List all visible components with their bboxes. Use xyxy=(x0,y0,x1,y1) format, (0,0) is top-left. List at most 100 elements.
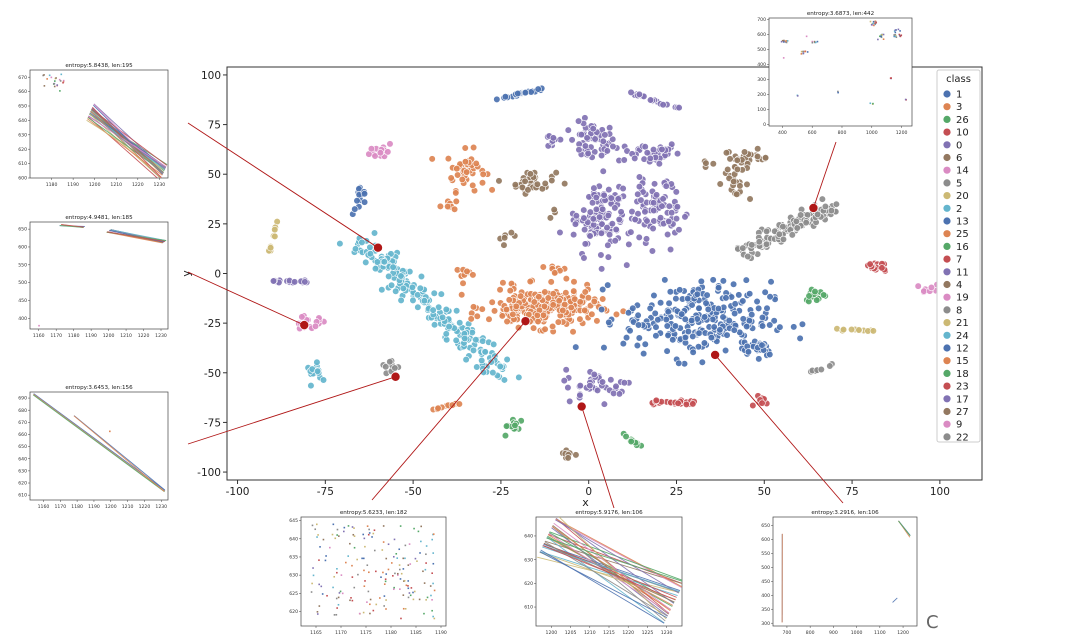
scatter-point xyxy=(758,313,767,322)
scatter-point xyxy=(580,254,588,262)
inset-y-tick-label: 500 xyxy=(757,47,766,53)
inset-trajectory-line xyxy=(892,597,898,603)
inset-point xyxy=(408,592,411,594)
scatter-point xyxy=(409,296,417,305)
scatter-point xyxy=(681,333,690,342)
scatter-point xyxy=(541,325,549,333)
scatter-point xyxy=(710,323,718,331)
scatter-point xyxy=(435,303,443,311)
scatter-point xyxy=(575,146,583,154)
scatter-point xyxy=(766,293,774,301)
scatter-point xyxy=(658,202,666,210)
inset-point xyxy=(349,542,351,545)
scatter-point xyxy=(761,154,770,162)
inset-y-tick-label: 400 xyxy=(18,316,27,322)
inset-x-tick-label: 1230 xyxy=(661,630,673,636)
scatter-point xyxy=(611,237,619,245)
inset-point xyxy=(351,599,354,602)
inset-x-tick-label: 1230 xyxy=(155,333,167,339)
inset-point xyxy=(796,95,799,97)
scatter-point xyxy=(397,272,405,280)
inset-point xyxy=(898,33,901,36)
inset-marks xyxy=(537,517,682,624)
scatter-point xyxy=(762,240,771,248)
scatter-point xyxy=(792,217,800,225)
scatter-point xyxy=(514,89,522,98)
inset-point xyxy=(42,74,44,77)
scatter-point xyxy=(652,332,660,340)
connector-line xyxy=(714,354,844,504)
inset-y-tick-label: 640 xyxy=(524,534,533,540)
scatter-point xyxy=(673,203,681,211)
scatter-point xyxy=(555,297,563,305)
inset-x-tick-label: 1190 xyxy=(88,504,100,510)
scatter-point xyxy=(607,376,615,384)
inset-trajectory-line xyxy=(543,542,677,598)
inset-point xyxy=(368,532,371,534)
legend-label: 15 xyxy=(956,356,969,367)
inset-point xyxy=(339,590,342,593)
scatter-point xyxy=(749,401,757,410)
scatter-point xyxy=(701,313,709,321)
inset-point xyxy=(390,562,393,564)
scatter-point xyxy=(726,155,734,163)
scatter-point xyxy=(748,241,756,249)
inset-trajectory-line xyxy=(91,108,164,173)
scatter-cluster xyxy=(496,229,519,249)
inset-point xyxy=(372,532,375,535)
scatter-point xyxy=(397,296,405,304)
scatter-point xyxy=(668,140,676,148)
scatter-point xyxy=(634,321,643,329)
inset-point xyxy=(874,22,876,25)
scatter-point xyxy=(629,304,637,312)
scatter-point xyxy=(681,213,689,221)
scatter-point xyxy=(371,264,380,273)
scatter-point xyxy=(605,230,614,239)
scatter-cluster xyxy=(539,262,569,277)
scatter-point xyxy=(271,226,279,234)
inset-trajectory-line xyxy=(555,518,670,614)
inset-y-tick-label: 620 xyxy=(18,147,27,153)
inset-y-tick-label: 625 xyxy=(289,591,298,597)
scatter-point xyxy=(444,155,453,163)
inset-point xyxy=(343,526,346,529)
inset-point xyxy=(363,585,366,588)
scatter-cluster xyxy=(833,325,877,335)
legend-label: 19 xyxy=(956,293,969,304)
scatter-point xyxy=(608,220,616,228)
inset-point xyxy=(53,85,56,88)
inset-point xyxy=(425,545,428,547)
inset-point xyxy=(318,559,320,561)
inset-x-tick-label: 1190 xyxy=(67,182,79,188)
scatter-point xyxy=(754,145,762,153)
scatter-point xyxy=(311,322,320,330)
inset-point xyxy=(368,528,370,531)
scatter-point xyxy=(622,333,631,342)
inset-point xyxy=(50,76,53,79)
inset-point xyxy=(402,557,405,560)
inset-point xyxy=(364,580,366,582)
inset-trajectory-line xyxy=(32,394,165,493)
inset-point xyxy=(802,52,805,54)
inset-point xyxy=(432,552,435,554)
scatter-point xyxy=(648,247,657,255)
inset-point xyxy=(413,527,415,530)
scatter-point xyxy=(500,241,508,249)
inset-point xyxy=(874,23,877,26)
scatter-point xyxy=(509,310,517,319)
scatter-point xyxy=(745,317,754,325)
inset-point xyxy=(781,39,784,42)
inset-x-tick-label: 1230 xyxy=(155,504,167,510)
inset-point xyxy=(382,571,384,574)
scatter-point xyxy=(514,324,523,332)
legend-item: 17 xyxy=(943,394,969,405)
scatter-point xyxy=(700,339,709,347)
scatter-point xyxy=(506,287,514,295)
scatter-point xyxy=(473,312,481,320)
scatter-point xyxy=(414,291,422,299)
scatter-cluster xyxy=(458,275,627,336)
inset-point xyxy=(366,525,369,527)
inset-y-tick-label: 620 xyxy=(524,581,533,587)
scatter-point xyxy=(469,143,478,152)
scatter-cluster xyxy=(365,140,394,160)
